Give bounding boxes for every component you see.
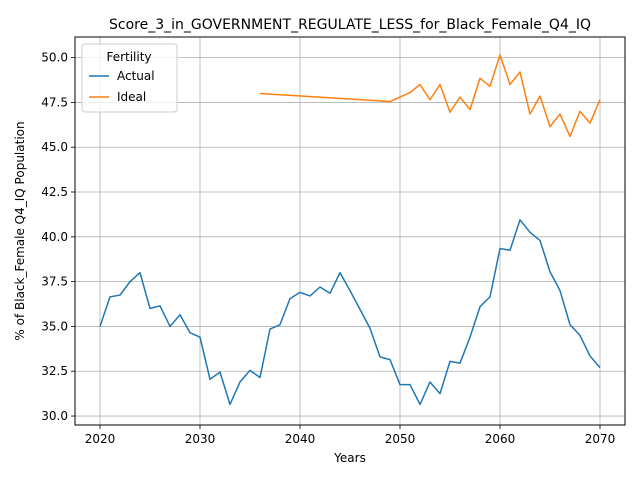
series-line-actual bbox=[99, 219, 601, 406]
y-tick-label: 50.0 bbox=[41, 51, 68, 65]
x-tick-label: 2040 bbox=[285, 432, 316, 446]
legend-title: Fertility bbox=[106, 50, 151, 64]
chart-title: Score_3_in_GOVERNMENT_REGULATE_LESS_for_… bbox=[109, 17, 591, 33]
x-tick-label: 2050 bbox=[385, 432, 416, 446]
y-tick-label: 47.5 bbox=[41, 95, 68, 109]
y-axis: 30.0 32.5 35.0 37.5 40.0 42.5 45.0 47.5 50.0 bbox=[41, 51, 75, 423]
legend: Fertility Actual Ideal bbox=[81, 43, 178, 113]
axes-frame bbox=[74, 36, 626, 426]
y-tick-label: 30.0 bbox=[41, 409, 68, 423]
y-tick-label: 37.5 bbox=[41, 275, 68, 289]
series-line-ideal bbox=[259, 54, 601, 138]
x-tick-label: 2070 bbox=[585, 432, 616, 446]
y-tick-label: 40.0 bbox=[41, 230, 68, 244]
x-tick-label: 2020 bbox=[85, 432, 116, 446]
y-tick-label: 32.5 bbox=[41, 364, 68, 378]
y-tick-label: 45.0 bbox=[41, 140, 68, 154]
x-axis-label: Years bbox=[333, 451, 366, 465]
x-tick-label: 2030 bbox=[185, 432, 216, 446]
y-axis-label: % of Black_Female Q4_IQ Population bbox=[13, 121, 27, 340]
grid bbox=[75, 37, 625, 425]
x-axis: 2020 2030 2040 2050 2060 2070 bbox=[85, 425, 616, 446]
legend-label-ideal: Ideal bbox=[117, 90, 146, 104]
x-tick-label: 2060 bbox=[485, 432, 516, 446]
legend-box bbox=[81, 43, 178, 113]
y-tick-label: 42.5 bbox=[41, 185, 68, 199]
legend-label-actual: Actual bbox=[117, 69, 155, 83]
y-tick-label: 35.0 bbox=[41, 319, 68, 333]
series-lines bbox=[99, 54, 601, 406]
